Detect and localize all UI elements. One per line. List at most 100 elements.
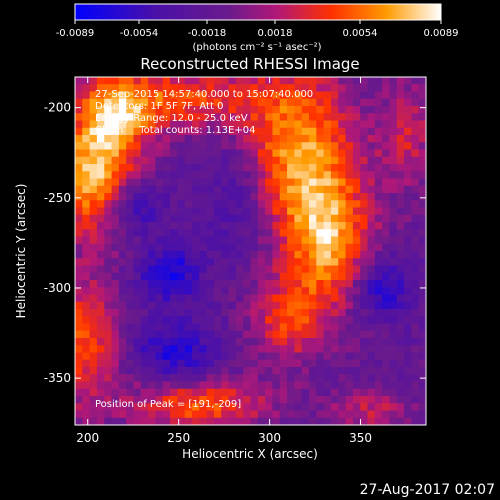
heatmap-cell <box>360 113 368 121</box>
heatmap-cell <box>148 243 156 252</box>
heatmap-cell <box>148 374 156 382</box>
heatmap-cell <box>389 193 398 201</box>
heatmap-cell <box>418 294 427 303</box>
heatmap-cell <box>104 359 112 368</box>
heatmap-cell <box>389 200 398 208</box>
heatmap-cell <box>301 265 310 274</box>
heatmap-cell <box>418 185 427 194</box>
heatmap-cell <box>338 388 346 397</box>
heatmap-cell <box>162 113 171 121</box>
heatmap-cell <box>374 309 383 317</box>
heatmap-cell <box>140 127 149 136</box>
heatmap-cell <box>213 156 222 165</box>
heatmap-cell <box>352 309 361 317</box>
heatmap-cell <box>257 142 266 150</box>
heatmap-cell <box>360 229 368 237</box>
heatmap-cell <box>89 265 98 274</box>
heatmap-cell <box>206 229 215 237</box>
heatmap-cell <box>170 178 178 187</box>
heatmap-cell <box>374 410 383 419</box>
heatmap-cell <box>235 135 244 143</box>
heatmap-cell <box>257 345 266 353</box>
heatmap-cell <box>170 91 178 100</box>
heatmap-cell <box>221 272 229 281</box>
heatmap-cell <box>82 243 91 252</box>
heatmap-cell <box>404 164 412 172</box>
heatmap-cell <box>272 84 281 92</box>
heatmap-cell <box>177 214 186 223</box>
heatmap-cell <box>294 91 303 100</box>
heatmap-cell <box>396 106 405 114</box>
heatmap-cell <box>104 98 112 107</box>
heatmap-cell <box>338 77 346 85</box>
heatmap-cell <box>418 193 427 201</box>
heatmap-cell <box>265 98 273 107</box>
heatmap-cell <box>301 185 310 194</box>
heatmap-cell <box>389 135 398 143</box>
heatmap-cell <box>104 91 112 100</box>
heatmap-cell <box>374 359 383 368</box>
heatmap-cell <box>389 77 398 85</box>
heatmap-cell <box>389 403 398 411</box>
heatmap-cell <box>338 381 346 390</box>
heatmap-cell <box>374 381 383 390</box>
heatmap-cell <box>330 359 339 368</box>
heatmap-cell <box>257 294 266 303</box>
heatmap-cell <box>316 98 325 107</box>
heatmap-cell <box>374 229 383 237</box>
heatmap-cell <box>396 98 405 107</box>
heatmap-cell <box>140 229 149 237</box>
heatmap-cell <box>133 164 142 172</box>
heatmap-cell <box>418 367 427 375</box>
heatmap-cell <box>118 171 127 179</box>
heatmap-cell <box>345 106 354 114</box>
heatmap-cell <box>287 396 295 404</box>
heatmap-cell <box>287 84 295 92</box>
heatmap-cell <box>104 417 112 426</box>
heatmap-cell <box>170 164 178 172</box>
heatmap-cell <box>367 251 376 259</box>
heatmap-cell <box>287 243 295 252</box>
heatmap-cell <box>228 236 237 245</box>
heatmap-cell <box>184 214 193 223</box>
heatmap-cell <box>199 367 208 375</box>
heatmap-cell <box>345 98 354 107</box>
heatmap-cell <box>345 403 354 411</box>
heatmap-cell <box>75 207 83 216</box>
heatmap-cell <box>360 178 368 187</box>
heatmap-cell <box>206 323 215 332</box>
heatmap-cell <box>96 309 105 317</box>
heatmap-cell <box>82 171 91 179</box>
heatmap-cell <box>316 359 325 368</box>
heatmap-cells <box>75 77 427 426</box>
heatmap-cell <box>257 367 266 375</box>
heatmap-cell <box>96 77 105 85</box>
heatmap-cell <box>235 156 244 165</box>
heatmap-cell <box>367 388 376 397</box>
heatmap-cell <box>404 381 412 390</box>
heatmap-cell <box>257 359 266 368</box>
heatmap-cell <box>243 127 251 136</box>
annotation-time-range: 27-Sep-2015 14:57:40.000 to 15:07:40.000 <box>95 89 313 100</box>
heatmap-cell <box>396 243 405 252</box>
heatmap-cell <box>111 396 120 404</box>
heatmap-cell <box>104 381 112 390</box>
heatmap-cell <box>345 135 354 143</box>
heatmap-cell <box>418 388 427 397</box>
annotation-total-counts: Clean Total counts: 1.13E+04 <box>95 125 255 136</box>
heatmap-cell <box>411 178 420 187</box>
heatmap-cell <box>118 396 127 404</box>
heatmap-cell <box>272 214 281 223</box>
heatmap-cell <box>345 388 354 397</box>
heatmap-cell <box>301 120 310 129</box>
heatmap-cell <box>309 156 317 165</box>
heatmap-cell <box>316 156 325 165</box>
heatmap-cell <box>228 200 237 208</box>
heatmap-cell <box>330 127 339 136</box>
heatmap-cell <box>133 149 142 158</box>
heatmap-cell <box>352 417 361 426</box>
heatmap-cell <box>338 287 346 295</box>
heatmap-cell <box>162 200 171 208</box>
heatmap-cell <box>338 316 346 324</box>
heatmap-cell <box>382 106 390 114</box>
